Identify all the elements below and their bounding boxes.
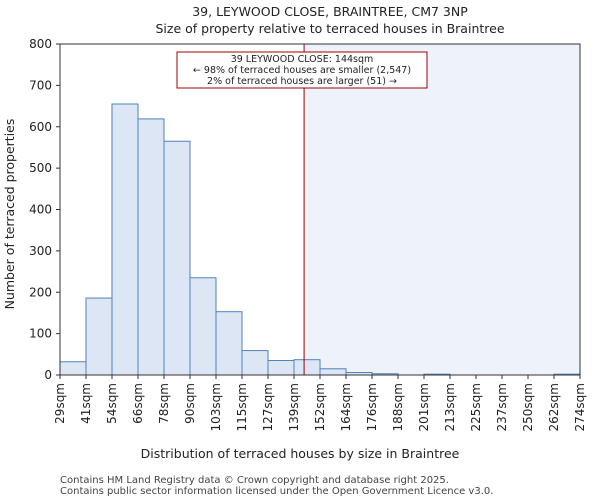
x-tick-label: 164sqm — [339, 383, 353, 431]
x-tick-label: 237sqm — [495, 383, 509, 431]
bar-152sqm — [319, 368, 347, 376]
y-tick-label: 100 — [29, 327, 52, 341]
bar-127sqm — [267, 360, 295, 376]
x-tick-label: 225sqm — [469, 383, 483, 431]
bar-115sqm — [241, 350, 269, 376]
annotation-line-1: 39 LEYWOOD CLOSE: 144sqm — [231, 54, 374, 65]
bar-139sqm — [293, 359, 321, 376]
y-tick-label: 200 — [29, 285, 52, 299]
bar-group — [59, 103, 581, 376]
x-tick-label: 54sqm — [105, 383, 119, 424]
x-tick-label: 90sqm — [183, 383, 197, 424]
x-tick-label: 41sqm — [79, 383, 93, 424]
bar-103sqm — [215, 311, 243, 376]
x-tick-label: 201sqm — [417, 383, 431, 431]
footer-line-1: Contains HM Land Registry data © Crown c… — [60, 475, 449, 486]
bar-41sqm — [85, 297, 113, 376]
annotation-line-3: 2% of terraced houses are larger (51) → — [207, 76, 397, 87]
x-tick-label: 176sqm — [365, 383, 379, 431]
bar-29sqm — [59, 361, 87, 376]
x-tick-label: 103sqm — [209, 383, 223, 431]
annotation-line-2: ← 98% of terraced houses are smaller (2,… — [193, 65, 411, 76]
chart-title: 39, LEYWOOD CLOSE, BRAINTREE, CM7 3NP — [192, 4, 468, 19]
y-tick-label: 300 — [29, 244, 52, 258]
x-axis: 29sqm 41sqm 54sqm 66sqm 78sqm 90sqm 103sqm 115s… — [53, 375, 587, 431]
bar-90sqm — [189, 277, 217, 376]
footer-line-2: Contains public sector information licen… — [60, 486, 493, 497]
y-tick-label: 700 — [29, 78, 52, 92]
y-tick-label: 600 — [29, 120, 52, 134]
x-tick-label: 262sqm — [547, 383, 561, 431]
y-axis: 0 100 200 300 400 500 600 700 800 — [29, 37, 60, 382]
x-tick-label: 188sqm — [391, 383, 405, 431]
y-tick-label: 500 — [29, 161, 52, 175]
x-tick-label: 66sqm — [131, 383, 145, 424]
y-tick-label: 400 — [29, 203, 52, 217]
x-tick-label: 213sqm — [443, 383, 457, 431]
bar-66sqm — [137, 118, 165, 376]
x-tick-label: 152sqm — [313, 383, 327, 431]
x-tick-label: 127sqm — [261, 383, 275, 431]
x-axis-label: Distribution of terraced houses by size … — [141, 446, 460, 461]
x-tick-label: 139sqm — [287, 383, 301, 431]
y-tick-label: 0 — [44, 368, 52, 382]
x-tick-label: 250sqm — [521, 383, 535, 431]
x-tick-label: 78sqm — [157, 383, 171, 424]
y-axis-label: Number of terraced properties — [2, 119, 17, 310]
y-tick-label: 800 — [29, 37, 52, 51]
chart-subtitle: Size of property relative to terraced ho… — [155, 21, 504, 36]
x-tick-label: 115sqm — [235, 383, 249, 431]
larger-region-shade — [304, 44, 580, 375]
bar-78sqm — [163, 140, 191, 376]
annotation-box — [176, 51, 428, 89]
x-tick-label: 29sqm — [53, 383, 67, 424]
x-tick-label: 274sqm — [573, 383, 587, 431]
bar-54sqm — [111, 103, 139, 376]
